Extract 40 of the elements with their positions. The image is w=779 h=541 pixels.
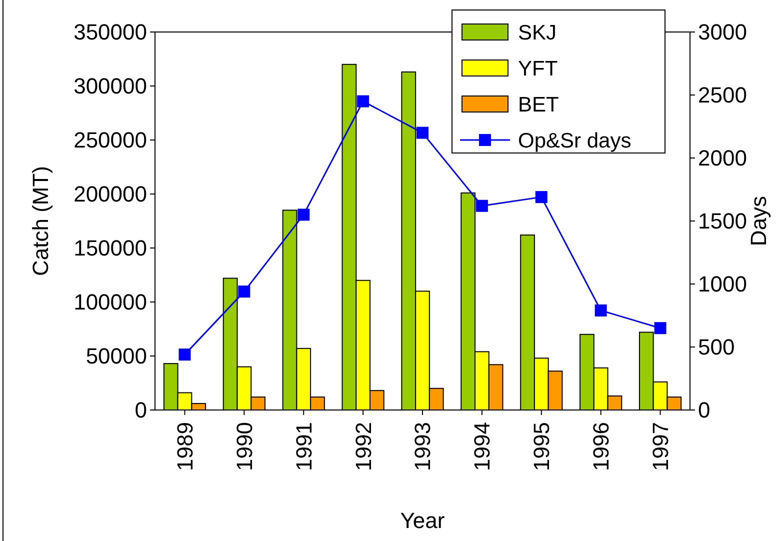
y-tick-label: 200000 bbox=[74, 182, 147, 207]
y-tick-label: 150000 bbox=[74, 236, 147, 261]
y2-tick-label: 1000 bbox=[698, 272, 747, 297]
legend-label: BET bbox=[518, 93, 560, 116]
x-tick-label: 1996 bbox=[588, 422, 614, 471]
y-tick-label: 100000 bbox=[74, 290, 147, 315]
point bbox=[654, 322, 666, 334]
y2-tick-label: 2500 bbox=[698, 82, 747, 108]
y-tick-label: 350000 bbox=[74, 20, 147, 45]
x-tick-label: 1993 bbox=[410, 422, 436, 471]
legend-label: Op&Sr days bbox=[518, 129, 632, 152]
y2-tick-label: 0 bbox=[698, 398, 710, 423]
x-axis-title: Year bbox=[400, 508, 445, 533]
point bbox=[357, 95, 370, 108]
y-tick-label: 50000 bbox=[86, 344, 147, 369]
y-tick-label: 250000 bbox=[74, 128, 147, 153]
legend-label: YFT bbox=[518, 57, 558, 80]
legend-label: SKJ bbox=[518, 21, 557, 44]
y2-tick-label: 2000 bbox=[698, 146, 747, 171]
x-tick-label: 1991 bbox=[291, 422, 316, 471]
y-tick-label: 300000 bbox=[74, 74, 147, 99]
point bbox=[535, 191, 548, 204]
y2-axis-title: Days bbox=[746, 196, 771, 246]
point bbox=[238, 286, 250, 298]
y2-tick-label: 3000 bbox=[698, 20, 747, 45]
point bbox=[594, 304, 607, 316]
y2-tick-label: 1500 bbox=[698, 208, 747, 234]
point bbox=[178, 348, 191, 361]
x-tick-label: 1995 bbox=[529, 422, 554, 471]
x-tick-label: 1992 bbox=[350, 422, 376, 471]
x-tick-label: 1989 bbox=[172, 422, 198, 471]
y-axis-title: Catch (MT) bbox=[28, 166, 53, 276]
y2-tick-label: 500 bbox=[698, 334, 735, 360]
y-tick-label: 0 bbox=[134, 398, 147, 423]
x-tick-label: 1990 bbox=[232, 422, 257, 471]
x-tick-label: 1997 bbox=[648, 422, 673, 471]
point bbox=[298, 208, 310, 221]
x-tick-label: 1994 bbox=[470, 422, 495, 471]
point bbox=[416, 126, 428, 139]
point bbox=[476, 200, 488, 212]
